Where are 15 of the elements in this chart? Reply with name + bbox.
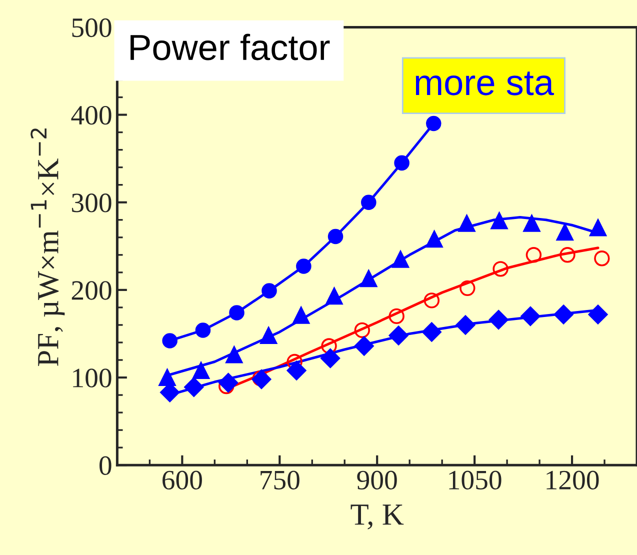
y-axis-title: PF, µW×m$^{−1}$×K$^{−2}$ xyxy=(30,128,65,366)
x-axis-title: T, K xyxy=(350,504,404,530)
annotation: more sta xyxy=(416,72,554,96)
y-tick-label: 400 xyxy=(71,106,112,125)
x-tick-label: 900 xyxy=(357,470,397,490)
y-tick-label: 500 xyxy=(72,18,112,38)
x-tick-label: 750 xyxy=(260,470,300,490)
x-tick-label: 1050 xyxy=(449,470,502,490)
x-tick-label: 1200 xyxy=(546,470,599,490)
annotation: Power factor xyxy=(130,34,330,60)
y-tick-label: 0 xyxy=(100,456,112,475)
x-tick-label: 600 xyxy=(162,470,202,490)
y-tick-label: 200 xyxy=(72,281,112,300)
y-tick-label: 300 xyxy=(72,194,112,212)
y-tick-label: 100 xyxy=(73,368,112,388)
